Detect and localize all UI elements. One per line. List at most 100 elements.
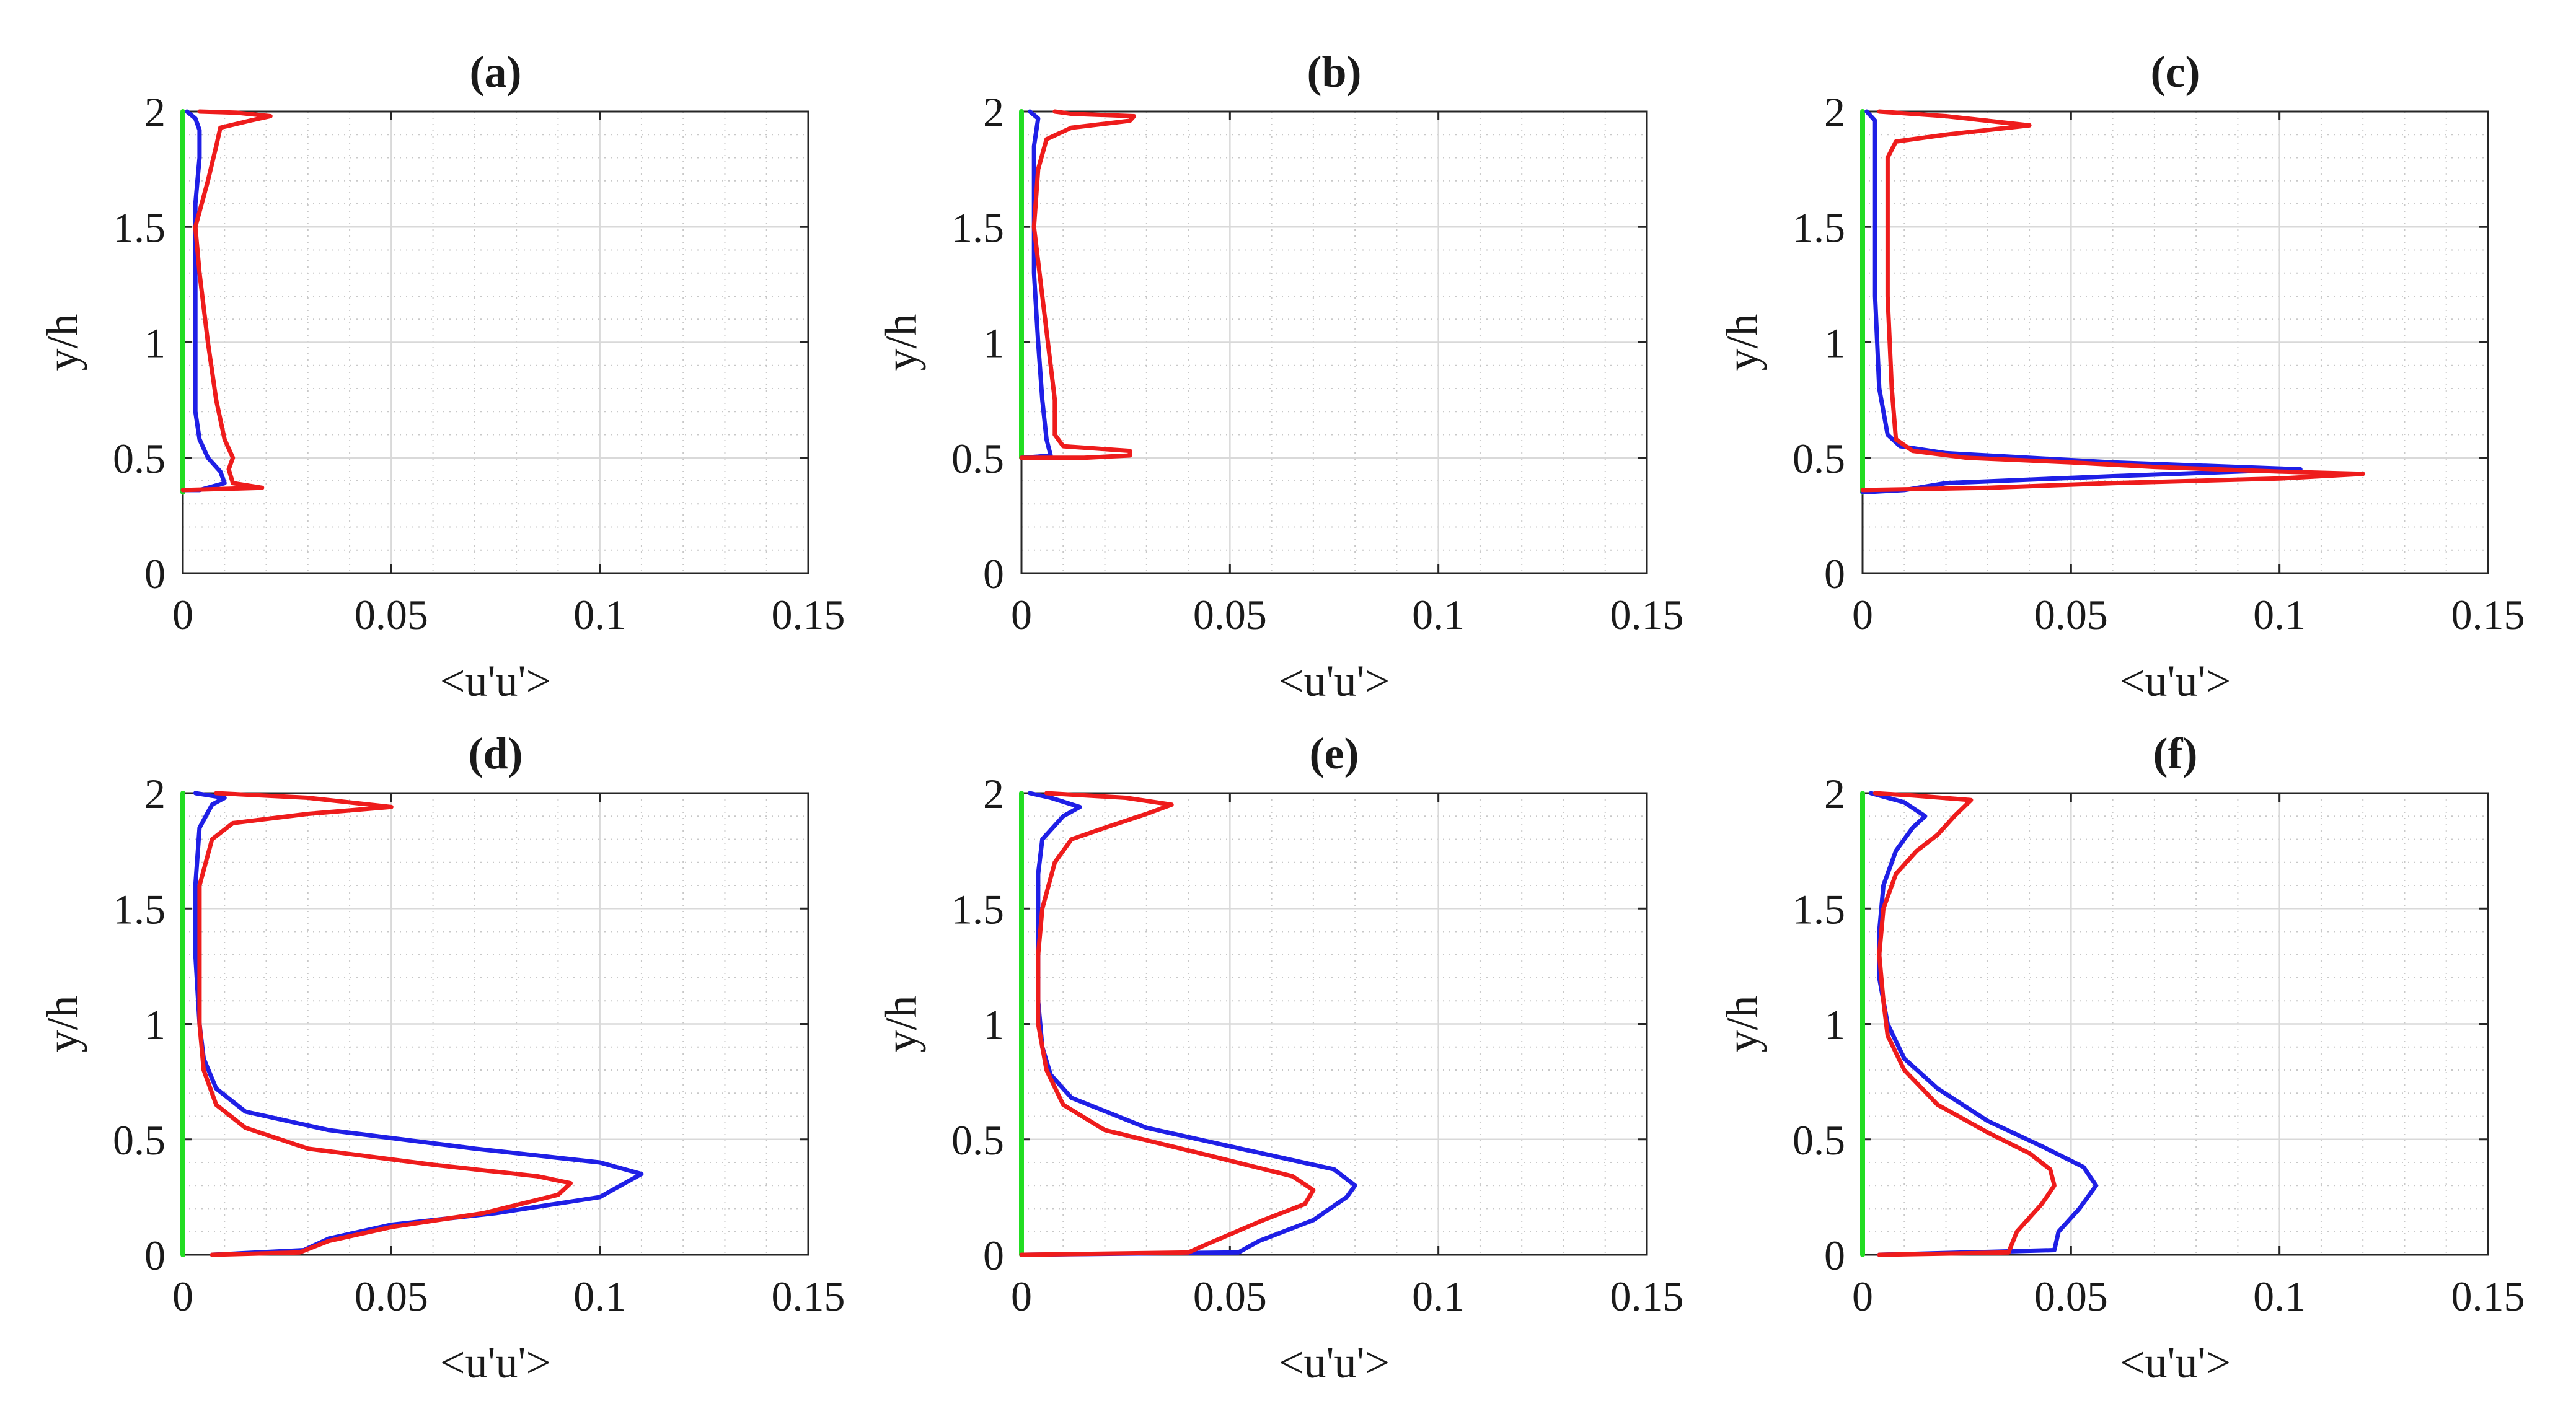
minor-grid — [1863, 112, 2488, 573]
x-axis-label: <u'u'> — [440, 1338, 551, 1387]
x-tick-label: 0.1 — [573, 591, 626, 638]
x-tick-label: 0 — [1852, 1273, 1873, 1320]
y-tick-label: 0 — [983, 550, 1004, 597]
y-axis-label: y/h — [876, 995, 926, 1052]
y-tick-label: 1 — [144, 320, 165, 367]
minor-grid — [1021, 793, 1647, 1255]
panel-title: (e) — [1310, 729, 1359, 778]
x-tick-label: 0.1 — [573, 1273, 626, 1320]
major-grid — [1021, 793, 1647, 1255]
series-line-blue — [1860, 109, 2303, 495]
y-tick-label: 1 — [1824, 320, 1845, 367]
minor-grid — [183, 793, 808, 1255]
x-tick-label: 0 — [172, 591, 193, 638]
x-tick-label: 0.1 — [2253, 1273, 2306, 1320]
y-axis-label: y/h — [38, 314, 87, 371]
panel-title: (d) — [469, 729, 523, 778]
y-tick-label: 1.5 — [113, 885, 165, 933]
x-tick-label: 0.05 — [2034, 1273, 2108, 1320]
x-axis-label: <u'u'> — [1279, 1338, 1390, 1387]
y-tick-label: 2 — [1824, 770, 1845, 817]
y-tick-label: 0 — [144, 550, 165, 597]
y-tick-label: 0.5 — [951, 1117, 1004, 1164]
y-tick-label: 0 — [1824, 550, 1845, 597]
x-tick-label: 0 — [1011, 1273, 1032, 1320]
y-tick-label: 2 — [144, 89, 165, 136]
minor-grid — [1021, 112, 1647, 573]
x-tick-label: 0 — [1011, 591, 1032, 638]
y-tick-label: 1 — [144, 1001, 165, 1048]
y-tick-label: 2 — [983, 89, 1004, 136]
series-line-red — [197, 791, 573, 1257]
y-tick-label: 0.5 — [113, 1117, 165, 1164]
series-line-red — [1019, 791, 1316, 1257]
x-tick-label: 0.05 — [1193, 1273, 1267, 1320]
y-tick-label: 2 — [983, 770, 1004, 817]
panel-f: 0 0.05 0.1 0.15 0 0.5 1 1.5 2 (f) <u'u'> y/h — [1718, 729, 2525, 1387]
y-tick-label: 1.5 — [951, 885, 1004, 933]
x-tick-label: 0.1 — [2253, 591, 2306, 638]
series-line-blue — [1019, 791, 1357, 1257]
y-tick-label: 0 — [1824, 1232, 1845, 1279]
panel-title: (b) — [1307, 47, 1362, 97]
y-tick-label: 1 — [983, 1001, 1004, 1048]
series-line-red — [180, 109, 273, 493]
x-axis-label: <u'u'> — [2120, 656, 2231, 706]
x-tick-label: 0.15 — [2451, 1273, 2525, 1320]
x-tick-label: 0 — [172, 1273, 193, 1320]
panel-title: (f) — [2153, 729, 2198, 778]
series-line-blue — [1869, 791, 2099, 1257]
y-tick-label: 0 — [983, 1232, 1004, 1279]
minor-grid — [1863, 793, 2488, 1255]
y-tick-label: 1 — [983, 320, 1004, 367]
panel-b: 0 0.05 0.1 0.15 0 0.5 1 1.5 2 (b) <u'u'> y/h — [876, 47, 1684, 706]
y-tick-label: 0.5 — [951, 435, 1004, 482]
x-axis-label: <u'u'> — [440, 656, 551, 706]
major-grid — [1863, 112, 2488, 573]
x-tick-label: 0.05 — [355, 1273, 428, 1320]
y-tick-label: 2 — [1824, 89, 1845, 136]
series-line-blue — [180, 109, 227, 493]
x-tick-label: 0.05 — [2034, 591, 2108, 638]
y-axis-label: y/h — [876, 314, 926, 371]
series-line-red — [1872, 791, 2057, 1257]
y-tick-label: 1.5 — [1793, 204, 1845, 251]
y-axis-label: y/h — [38, 995, 87, 1052]
y-tick-label: 1.5 — [951, 204, 1004, 251]
panel-d: 0 0.05 0.1 0.15 0 0.5 1 1.5 2 (d) <u'u'> y/h — [38, 729, 845, 1387]
panel-c: 0 0.05 0.1 0.15 0 0.5 1 1.5 2 (c) <u'u'> y/h — [1718, 47, 2525, 706]
y-tick-label: 0 — [144, 1232, 165, 1279]
x-tick-label: 0.15 — [772, 1273, 845, 1320]
panel-a: 0 0.05 0.1 0.15 0 0.5 1 1.5 2 (a) <u'u'> y/h — [38, 47, 845, 706]
x-tick-label: 0.05 — [355, 591, 428, 638]
panel-title: (c) — [2151, 47, 2200, 97]
x-tick-label: 0.15 — [2451, 591, 2525, 638]
panel-e: 0 0.05 0.1 0.15 0 0.5 1 1.5 2 (e) <u'u'> y/h — [876, 729, 1684, 1387]
x-tick-label: 0.15 — [772, 591, 845, 638]
major-grid — [1863, 793, 2488, 1255]
x-axis-label: <u'u'> — [2120, 1338, 2231, 1387]
y-tick-label: 0.5 — [1793, 1117, 1845, 1164]
major-grid — [183, 112, 808, 573]
series-line-red — [1860, 109, 2365, 493]
x-tick-label: 0.15 — [1610, 1273, 1684, 1320]
y-axis-label: y/h — [1718, 995, 1767, 1052]
y-tick-label: 0.5 — [113, 435, 165, 482]
x-axis-label: <u'u'> — [1279, 656, 1390, 706]
minor-grid — [183, 112, 808, 573]
y-tick-label: 0.5 — [1793, 435, 1845, 482]
y-tick-label: 1 — [1824, 1001, 1845, 1048]
y-tick-label: 2 — [144, 770, 165, 817]
panel-title: (a) — [470, 47, 522, 97]
x-tick-label: 0.1 — [1412, 591, 1465, 638]
series-line-red — [1019, 109, 1137, 460]
x-tick-label: 0.05 — [1193, 591, 1267, 638]
y-tick-label: 1.5 — [113, 204, 165, 251]
x-tick-label: 0 — [1852, 591, 1873, 638]
x-tick-label: 0.1 — [1412, 1273, 1465, 1320]
y-tick-label: 1.5 — [1793, 885, 1845, 933]
major-grid — [183, 793, 808, 1255]
y-axis-label: y/h — [1718, 314, 1767, 371]
x-tick-label: 0.15 — [1610, 591, 1684, 638]
